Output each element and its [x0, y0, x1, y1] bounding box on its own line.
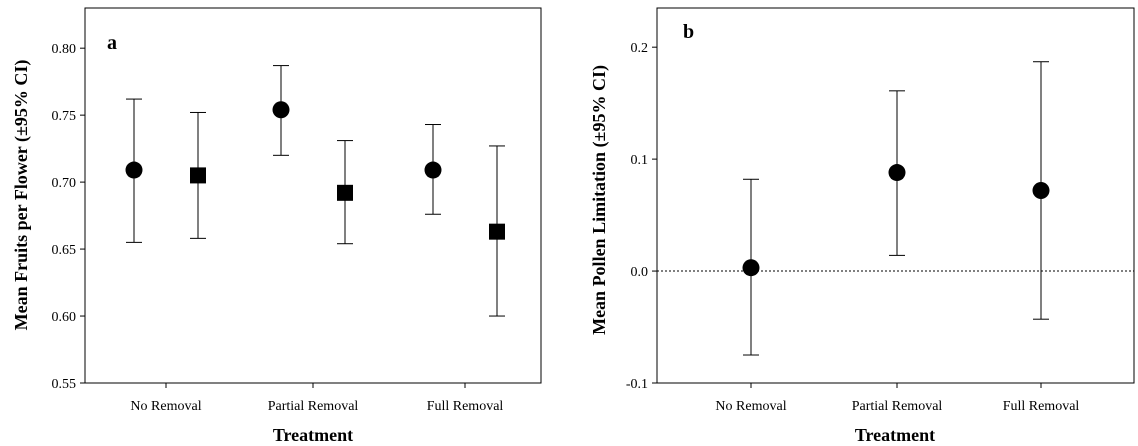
- data-point-square: [489, 223, 505, 240]
- panel-b: b -0.1 0.0 0.1 0.2 No Removal Partial Remova…: [589, 7, 1135, 445]
- x-tick-label: Partial Removal: [268, 399, 359, 414]
- panel-a-y-axis: 0.55 0.60 0.65 0.70 0.75 0.80: [52, 42, 85, 392]
- panel-b-frame: [656, 7, 1135, 384]
- panel-a-y-title: Mean Fruits per Flower (±95% CI): [11, 60, 32, 331]
- panel-a-x-title: Treatment: [273, 425, 353, 445]
- data-point-circle: [424, 161, 442, 179]
- data-point-circle: [1032, 181, 1050, 199]
- y-tick-label: 0.0: [631, 265, 649, 280]
- data-point-circle: [742, 259, 760, 277]
- panel-a-letter: a: [107, 32, 117, 54]
- panel-a-frame: [84, 7, 542, 384]
- panel-a: a 0.55 0.60 0.65 0.70 0.75 0.80 No Removal Par…: [11, 7, 542, 445]
- y-tick-label: 0.65: [52, 243, 77, 258]
- panel-b-y-axis: -0.1 0.0 0.1 0.2: [626, 41, 657, 392]
- panel-b-letter: b: [683, 21, 694, 43]
- data-point-circle: [125, 161, 143, 179]
- panel-b-x-title: Treatment: [855, 425, 935, 445]
- y-tick-label: 0.60: [52, 310, 77, 325]
- y-tick-label: 0.2: [631, 41, 649, 56]
- panel-a-marks: [125, 65, 505, 317]
- data-point-circle: [272, 101, 290, 119]
- x-tick-label: No Removal: [715, 399, 786, 414]
- x-tick-label: Full Removal: [427, 399, 504, 414]
- x-tick-label: No Removal: [130, 399, 201, 414]
- y-tick-label: 0.70: [52, 176, 77, 191]
- y-tick-label: 0.55: [52, 377, 77, 392]
- panel-b-marks: [742, 61, 1050, 356]
- panel-b-x-axis: No Removal Partial Removal Full Removal: [715, 383, 1079, 414]
- panel-b-y-title: Mean Pollen Limitation (±95% CI): [589, 65, 610, 335]
- y-tick-label: 0.75: [52, 109, 77, 124]
- y-tick-label: -0.1: [626, 377, 648, 392]
- x-tick-label: Full Removal: [1003, 399, 1080, 414]
- data-point-square: [190, 167, 206, 184]
- y-tick-label: 0.80: [52, 42, 77, 57]
- x-tick-label: Partial Removal: [852, 399, 943, 414]
- panel-a-x-axis: No Removal Partial Removal Full Removal: [130, 383, 503, 414]
- y-tick-label: 0.1: [631, 153, 649, 168]
- data-point-circle: [888, 164, 906, 182]
- data-point-square: [337, 184, 353, 201]
